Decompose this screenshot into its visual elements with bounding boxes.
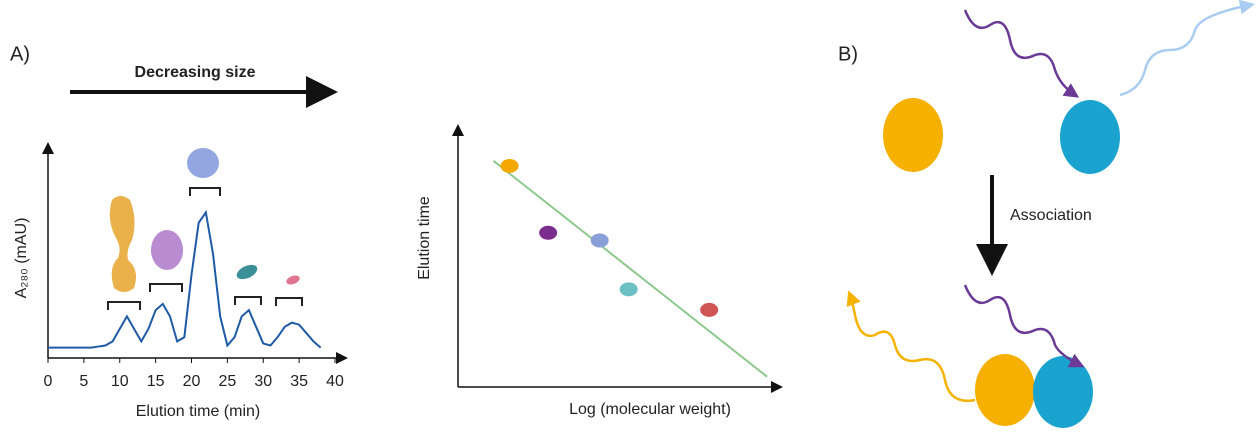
x-tick-label: 30 — [254, 373, 272, 390]
point — [539, 225, 558, 240]
point — [700, 302, 719, 317]
arrow-label: Association — [1010, 207, 1092, 224]
x-tick-label: 25 — [218, 373, 236, 390]
y-axis-label: A₂₈₀ (mAU) — [13, 218, 30, 299]
point — [619, 282, 638, 297]
x-axis-label: Log (molecular weight) — [569, 401, 731, 418]
y-axis-label: Elution time — [416, 196, 433, 280]
panel-label: B) — [838, 43, 858, 65]
x-tick-label: 35 — [290, 373, 308, 390]
arrow-label: Decreasing size — [135, 64, 256, 81]
fret-diagram — [846, 0, 1255, 428]
x-tick-label: 10 — [111, 373, 129, 390]
x-tick-label: 15 — [147, 373, 165, 390]
protein-icons — [107, 148, 303, 310]
point — [590, 233, 609, 248]
panel-label: A) — [10, 43, 30, 65]
point — [500, 158, 519, 173]
chromatogram-line — [48, 209, 322, 349]
x-tick-label: 5 — [79, 373, 88, 390]
x-tick-label: 20 — [183, 373, 201, 390]
x-tick-label: 0 — [44, 373, 53, 390]
fit-line — [492, 160, 768, 378]
x-tick-label: 40 — [326, 373, 344, 390]
x-axis-label: Elution time (min) — [136, 403, 260, 420]
